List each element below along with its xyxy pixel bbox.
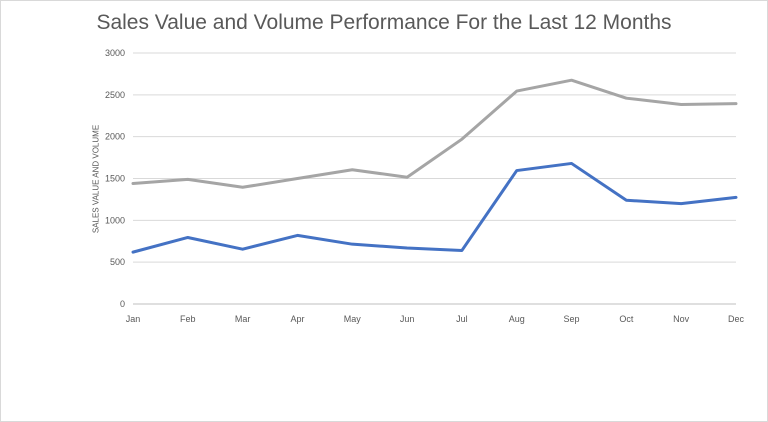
x-tick-label: Jun [400, 314, 415, 324]
x-tick-label: Sep [564, 314, 580, 324]
series-line-2 [131, 161, 738, 254]
x-tick-label: Apr [290, 314, 304, 324]
x-tick-label: Feb [180, 314, 196, 324]
y-tick-label: 2500 [105, 90, 125, 100]
series-line-1 [131, 78, 738, 189]
y-tick-label: 500 [110, 257, 125, 267]
x-tick-label: Jul [456, 314, 468, 324]
x-tick-label: Jan [126, 314, 141, 324]
x-tick-label: May [344, 314, 362, 324]
x-tick-label: Nov [673, 314, 690, 324]
x-tick-label: Dec [728, 314, 745, 324]
y-tick-label: 0 [120, 299, 125, 309]
x-tick-label: Aug [509, 314, 525, 324]
y-tick-label: 1000 [105, 215, 125, 225]
y-tick-label: 1500 [105, 174, 125, 184]
x-tick-labels: Jan Feb Mar Apr May Jun Jul Aug Sep Oct Nov Dec [126, 314, 745, 324]
series-lines [131, 78, 738, 254]
gridlines [133, 52, 736, 305]
y-tick-label: 3000 [105, 48, 125, 58]
y-tick-labels: 0 500 1000 1500 2000 2500 3000 [105, 48, 125, 309]
x-tick-label: Mar [235, 314, 251, 324]
chart-title: Sales Value and Volume Performance For t… [96, 11, 672, 34]
x-tick-label: Oct [619, 314, 634, 324]
y-tick-label: 2000 [105, 132, 125, 142]
